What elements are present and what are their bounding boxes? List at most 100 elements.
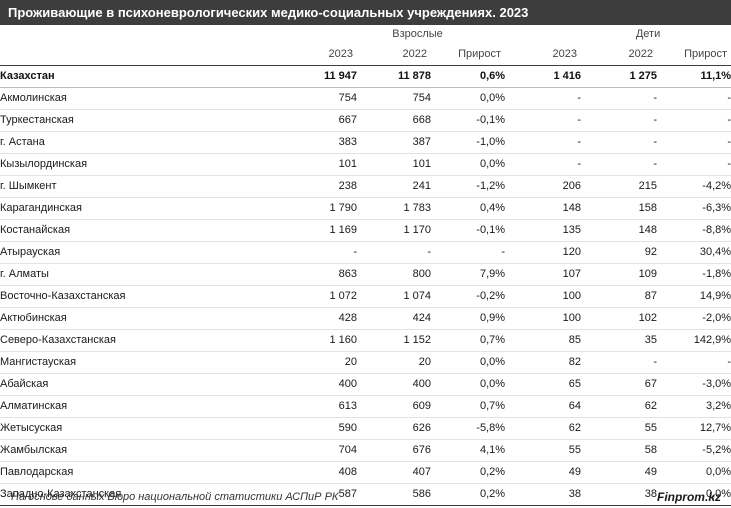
value-cell-c23: - <box>577 92 582 104</box>
table-body: Казахстан 11 947 11 878 0,6% 1 416 1 275 11,1%… <box>0 66 731 506</box>
group-header-adults: Взрослые <box>392 28 443 40</box>
value-cell-a23: - <box>353 246 357 258</box>
value-cell-a22: 387 <box>412 136 431 148</box>
table-row: Алматинская 613 609 0,7% 64 62 3,2% <box>0 396 731 418</box>
value-cell-cg: -6,3% <box>702 202 731 214</box>
value-cell-c23: 100 <box>562 312 582 324</box>
value-cell-cg: 30,4% <box>699 246 731 258</box>
region-cell: Павлодарская <box>0 466 74 478</box>
value-cell-ag: 7,9% <box>479 268 506 280</box>
value-cell-a23: 11 947 <box>323 70 357 82</box>
table-row: Абайская 400 400 0,0% 65 67 -3,0% <box>0 374 731 396</box>
column-header-children-2022: 2022 <box>628 48 654 60</box>
value-cell-a23: 863 <box>338 268 357 280</box>
value-cell-cg: 14,9% <box>699 290 731 302</box>
value-cell-a22: 1 783 <box>403 202 431 214</box>
value-cell-c23: 49 <box>568 466 582 478</box>
region-cell: г. Шымкент <box>0 180 57 192</box>
value-cell-c23: 82 <box>568 356 582 368</box>
value-cell-c22: 92 <box>644 246 658 258</box>
value-cell-c22: 109 <box>638 268 658 280</box>
value-cell-ag: 0,7% <box>479 334 506 346</box>
table-row: Костанайская 1 169 1 170 -0,1% 135 148 -8,8% <box>0 220 731 242</box>
value-cell-ag: 0,2% <box>479 488 506 500</box>
value-cell-a22: 424 <box>412 312 431 324</box>
table-row: г. Алматы 863 800 7,9% 107 109 -1,8% <box>0 264 731 286</box>
column-header-adults-2023: 2023 <box>328 48 353 60</box>
value-cell-a22: 676 <box>412 444 431 456</box>
region-cell: Мангистауская <box>0 356 77 368</box>
value-cell-a23: 1 160 <box>329 334 357 346</box>
value-cell-c23: - <box>577 114 582 126</box>
value-cell-c23: 62 <box>568 422 582 434</box>
table-row: Северо-Казахстанская 1 160 1 152 0,7% 85 35 14… <box>0 330 731 352</box>
value-cell-c22: 35 <box>644 334 658 346</box>
value-cell-ag: 0,0% <box>479 378 506 390</box>
value-cell-ag: 0,0% <box>479 158 506 170</box>
value-cell-cg: 0,0% <box>705 466 731 478</box>
value-cell-c23: 85 <box>568 334 582 346</box>
value-cell-c22: 55 <box>644 422 658 434</box>
value-cell-cg: -3,0% <box>702 378 731 390</box>
region-cell: Жамбылская <box>0 444 68 456</box>
value-cell-cg: -4,2% <box>702 180 731 192</box>
value-cell-a23: 101 <box>338 158 357 170</box>
value-cell-cg: - <box>727 136 731 148</box>
value-cell-a23: 428 <box>338 312 357 324</box>
table-row: Павлодарская 408 407 0,2% 49 49 0,0% <box>0 462 731 484</box>
table-row: Актюбинская 428 424 0,9% 100 102 -2,0% <box>0 308 731 330</box>
value-cell-a23: 613 <box>338 400 357 412</box>
group-header-children: Дети <box>635 28 661 40</box>
value-cell-cg: 11,1% <box>700 70 731 82</box>
value-cell-cg: 3,2% <box>705 400 731 412</box>
value-cell-c22: 102 <box>638 312 658 324</box>
value-cell-cg: - <box>727 92 731 104</box>
value-cell-a22: 754 <box>412 92 431 104</box>
value-cell-a23: 667 <box>338 114 357 126</box>
region-cell: Абайская <box>0 378 49 390</box>
value-cell-c22: 215 <box>638 180 658 192</box>
table-row: Жамбылская 704 676 4,1% 55 58 -5,2% <box>0 440 731 462</box>
value-cell-a22: - <box>427 246 431 258</box>
value-cell-c23: - <box>577 158 582 170</box>
table-row: г. Астана 383 387 -1,0% - - - <box>0 132 731 154</box>
value-cell-ag: 0,7% <box>479 400 506 412</box>
region-cell: г. Алматы <box>0 268 49 280</box>
value-cell-cg: - <box>727 356 731 368</box>
value-cell-ag: 0,6% <box>479 70 506 82</box>
value-cell-ag: 0,0% <box>479 92 506 104</box>
value-cell-c23: 55 <box>568 444 582 456</box>
region-cell: Акмолинская <box>0 92 67 104</box>
region-cell: Восточно-Казахстанская <box>0 290 126 302</box>
value-cell-cg: -8,8% <box>702 224 731 236</box>
region-cell: Кызылординская <box>0 158 88 170</box>
value-cell-a23: 1 072 <box>329 290 357 302</box>
table-row: Западно-Казахстанская 587 586 0,2% 38 38 0,0% <box>0 484 731 506</box>
value-cell-ag: - <box>501 246 506 258</box>
value-cell-c23: 148 <box>562 202 582 214</box>
value-cell-a23: 1 790 <box>329 202 357 214</box>
page-title: Проживающие в психоневрологических медик… <box>0 0 731 25</box>
value-cell-a22: 101 <box>412 158 431 170</box>
table-row-total: Казахстан 11 947 11 878 0,6% 1 416 1 275 11,1% <box>0 66 731 88</box>
value-cell-ag: 0,0% <box>479 356 506 368</box>
value-cell-c22: - <box>653 92 658 104</box>
value-cell-a23: 704 <box>338 444 357 456</box>
region-cell: Жетысуская <box>0 422 63 434</box>
value-cell-a22: 1 152 <box>403 334 431 346</box>
brand-logo-text: Finprom.kz <box>656 490 721 504</box>
region-cell: Атырауская <box>0 246 61 258</box>
value-cell-c23: 65 <box>568 378 582 390</box>
group-header-row: Взрослые Дети <box>0 25 731 44</box>
value-cell-c23: 100 <box>562 290 582 302</box>
value-cell-a22: 11 878 <box>397 70 431 82</box>
value-cell-c22: 1 275 <box>629 70 658 82</box>
value-cell-a23: 20 <box>344 356 357 368</box>
value-cell-a22: 400 <box>412 378 431 390</box>
table-row: Туркестанская 667 668 -0,1% - - - <box>0 110 731 132</box>
region-cell: Западно-Казахстанская <box>0 488 122 500</box>
value-cell-c22: - <box>653 356 658 368</box>
region-cell: г. Астана <box>0 136 45 148</box>
value-cell-c23: 1 416 <box>553 70 582 82</box>
